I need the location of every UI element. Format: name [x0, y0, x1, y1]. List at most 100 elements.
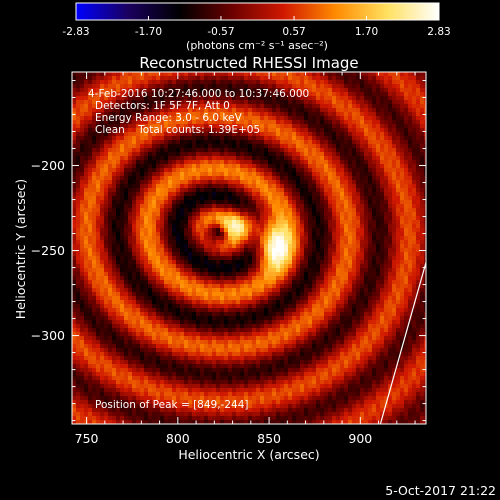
heatmap-cell [92, 108, 97, 113]
heatmap-cell [132, 128, 137, 133]
heatmap-cell [80, 84, 85, 89]
heatmap-cell [272, 224, 277, 229]
heatmap-cell [296, 84, 301, 89]
heatmap-cell [360, 272, 365, 277]
heatmap-cell [196, 212, 201, 217]
heatmap-cell [380, 176, 385, 181]
heatmap-cell [92, 160, 97, 165]
heatmap-cell [264, 276, 269, 281]
heatmap-cell [228, 76, 233, 81]
heatmap-cell [332, 156, 337, 161]
heatmap-cell [120, 156, 125, 161]
heatmap-cell [416, 192, 421, 197]
heatmap-cell [244, 288, 249, 293]
heatmap-cell [292, 152, 297, 157]
heatmap-cell [152, 260, 157, 265]
heatmap-cell [136, 108, 141, 113]
heatmap-cell [308, 152, 313, 157]
heatmap-cell [272, 256, 277, 261]
heatmap-cell [376, 264, 381, 269]
heatmap-cell [152, 252, 157, 257]
heatmap-cell [112, 212, 117, 217]
heatmap-cell [392, 184, 397, 189]
heatmap-cell [268, 120, 273, 125]
heatmap-cell [236, 164, 241, 169]
heatmap-cell [240, 136, 245, 141]
heatmap-cell [88, 220, 93, 225]
heatmap-cell [128, 172, 133, 177]
heatmap-cell [180, 168, 185, 173]
heatmap-cell [128, 268, 133, 273]
heatmap-cell [204, 168, 209, 173]
heatmap-cell [260, 212, 265, 217]
heatmap-cell [276, 108, 281, 113]
heatmap-cell [80, 72, 85, 77]
heatmap-cell [92, 228, 97, 233]
heatmap-cell [344, 128, 349, 133]
heatmap-cell [408, 276, 413, 281]
heatmap-cell [356, 144, 361, 149]
heatmap-cell [304, 196, 309, 201]
heatmap-cell [72, 136, 77, 141]
heatmap-cell [100, 132, 105, 137]
heatmap-cell [236, 212, 241, 217]
heatmap-cell [300, 224, 305, 229]
heatmap-cell [200, 136, 205, 141]
heatmap-cell [252, 92, 257, 97]
heatmap-cell [320, 288, 325, 293]
heatmap-cell [88, 292, 93, 297]
heatmap-cell [76, 88, 81, 93]
heatmap-cell [360, 212, 365, 217]
heatmap-cell [352, 124, 357, 129]
heatmap-cell [148, 196, 153, 201]
heatmap-cell [264, 128, 269, 133]
heatmap-cell [268, 128, 273, 133]
heatmap-cell [288, 100, 293, 105]
heatmap-cell [360, 120, 365, 125]
heatmap-cell [96, 116, 101, 121]
heatmap-cell [360, 188, 365, 193]
heatmap-cell [140, 100, 145, 105]
heatmap-cell [240, 236, 245, 241]
heatmap-cell [260, 96, 265, 101]
heatmap-cell [284, 144, 289, 149]
heatmap-cell [312, 144, 317, 149]
heatmap-cell [148, 280, 153, 285]
heatmap-cell [216, 176, 221, 181]
heatmap-cell [368, 180, 373, 185]
heatmap-cell [184, 172, 189, 177]
heatmap-cell [96, 140, 101, 145]
heatmap-cell [116, 224, 121, 229]
heatmap-cell [124, 104, 129, 109]
heatmap-cell [384, 80, 389, 85]
heatmap-cell [420, 260, 425, 265]
heatmap-cell [336, 172, 341, 177]
heatmap-cell [152, 216, 157, 221]
heatmap-cell [184, 184, 189, 189]
heatmap-cell [340, 148, 345, 153]
heatmap-cell [156, 132, 161, 137]
heatmap-cell [408, 92, 413, 97]
heatmap-cell [372, 160, 377, 165]
heatmap-cell [244, 268, 249, 273]
heatmap-cell [412, 168, 417, 173]
heatmap-cell [96, 232, 101, 237]
heatmap-cell [408, 184, 413, 189]
heatmap-cell [152, 240, 157, 245]
heatmap-cell [388, 260, 393, 265]
heatmap-cell [416, 280, 421, 285]
heatmap-cell [264, 100, 269, 105]
heatmap-cell [116, 76, 121, 81]
heatmap-cell [216, 192, 221, 197]
heatmap-cell [204, 128, 209, 133]
heatmap-cell [264, 144, 269, 149]
heatmap-cell [264, 200, 269, 205]
heatmap-cell [180, 244, 185, 249]
heatmap-cell [168, 72, 173, 77]
heatmap-cell [388, 204, 393, 209]
heatmap-cell [132, 160, 137, 165]
heatmap-cell [256, 104, 261, 109]
heatmap-cell [112, 248, 117, 253]
heatmap-cell [120, 252, 125, 257]
heatmap-cell [148, 172, 153, 177]
